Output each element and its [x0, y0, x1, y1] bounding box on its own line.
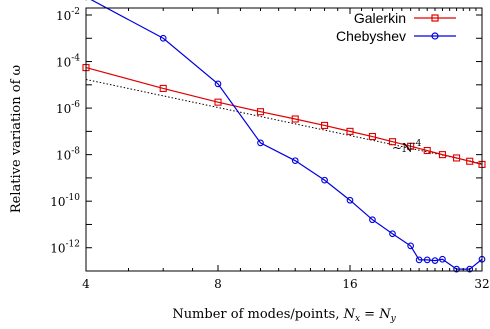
data-point-chebyshev [453, 265, 460, 273]
y-tick-label: 10-4 [56, 54, 80, 70]
data-point-chebyshev [214, 80, 222, 88]
plot-frame [85, 7, 483, 272]
data-point-chebyshev [291, 157, 299, 165]
y-tick-label: 10-8 [56, 147, 80, 163]
series-markers [82, 0, 486, 273]
data-point-galerkin [214, 98, 222, 106]
data-point-chebyshev [369, 216, 376, 224]
data-point-chebyshev [346, 196, 354, 204]
legend-label-galerkin: Galerkin [354, 10, 406, 26]
reference-annotation-base: ~N [392, 141, 413, 155]
y-tick-label: 10-12 [50, 240, 80, 256]
data-point-galerkin [321, 121, 329, 129]
plot-background [86, 8, 482, 271]
axis-ticks [85, 8, 483, 272]
legend-marker-galerkin [431, 14, 439, 22]
data-point-galerkin [438, 151, 447, 159]
data-point-chebyshev [415, 256, 423, 264]
data-point-chebyshev [431, 257, 439, 264]
data-point-chebyshev [439, 255, 446, 263]
series-line-galerkin [85, 67, 483, 166]
x-tick-label: 16 [342, 277, 357, 291]
data-point-chebyshev [407, 242, 414, 250]
data-point-galerkin [346, 127, 354, 135]
data-point-galerkin [423, 146, 431, 155]
tick-labels: 4 8 16 32 10-12 10-10 10-8 10-6 10-4 10-2 [50, 7, 489, 291]
reference-annotation: ~N-4 [392, 139, 422, 155]
x-tick-label: 8 [214, 277, 222, 291]
legend: Galerkin Chebyshev [336, 10, 456, 44]
data-point-galerkin [388, 138, 397, 146]
legend-marker-chebyshev [431, 32, 439, 40]
reference-annotation-exp: -4 [413, 139, 422, 149]
y-axis-label: Relative variation of ω [9, 65, 24, 213]
data-point-galerkin [291, 115, 299, 123]
data-point-galerkin [159, 84, 167, 92]
data-point-chebyshev [257, 139, 264, 147]
x-tick-label: 32 [474, 277, 489, 291]
data-point-galerkin [466, 157, 474, 165]
data-point-chebyshev [321, 176, 328, 184]
data-point-galerkin [407, 142, 415, 150]
y-tick-label: 10-2 [56, 7, 80, 23]
x-tick-label: 4 [82, 277, 90, 291]
series-line-chebyshev [90, 0, 483, 270]
x-axis-label: Number of modes/points, Nx = Ny [172, 307, 396, 324]
series-lines [85, 0, 483, 270]
data-point-galerkin [453, 154, 461, 162]
data-point-chebyshev [466, 265, 474, 273]
data-point-galerkin [256, 108, 265, 116]
y-tick-label: 10-6 [56, 100, 80, 116]
legend-label-chebyshev: Chebyshev [336, 28, 406, 44]
data-point-galerkin [368, 132, 376, 141]
data-point-chebyshev [389, 230, 396, 238]
data-point-chebyshev [159, 34, 167, 42]
data-point-chebyshev [423, 256, 431, 264]
y-tick-label: 10-10 [50, 193, 80, 209]
reference-line [85, 78, 483, 165]
